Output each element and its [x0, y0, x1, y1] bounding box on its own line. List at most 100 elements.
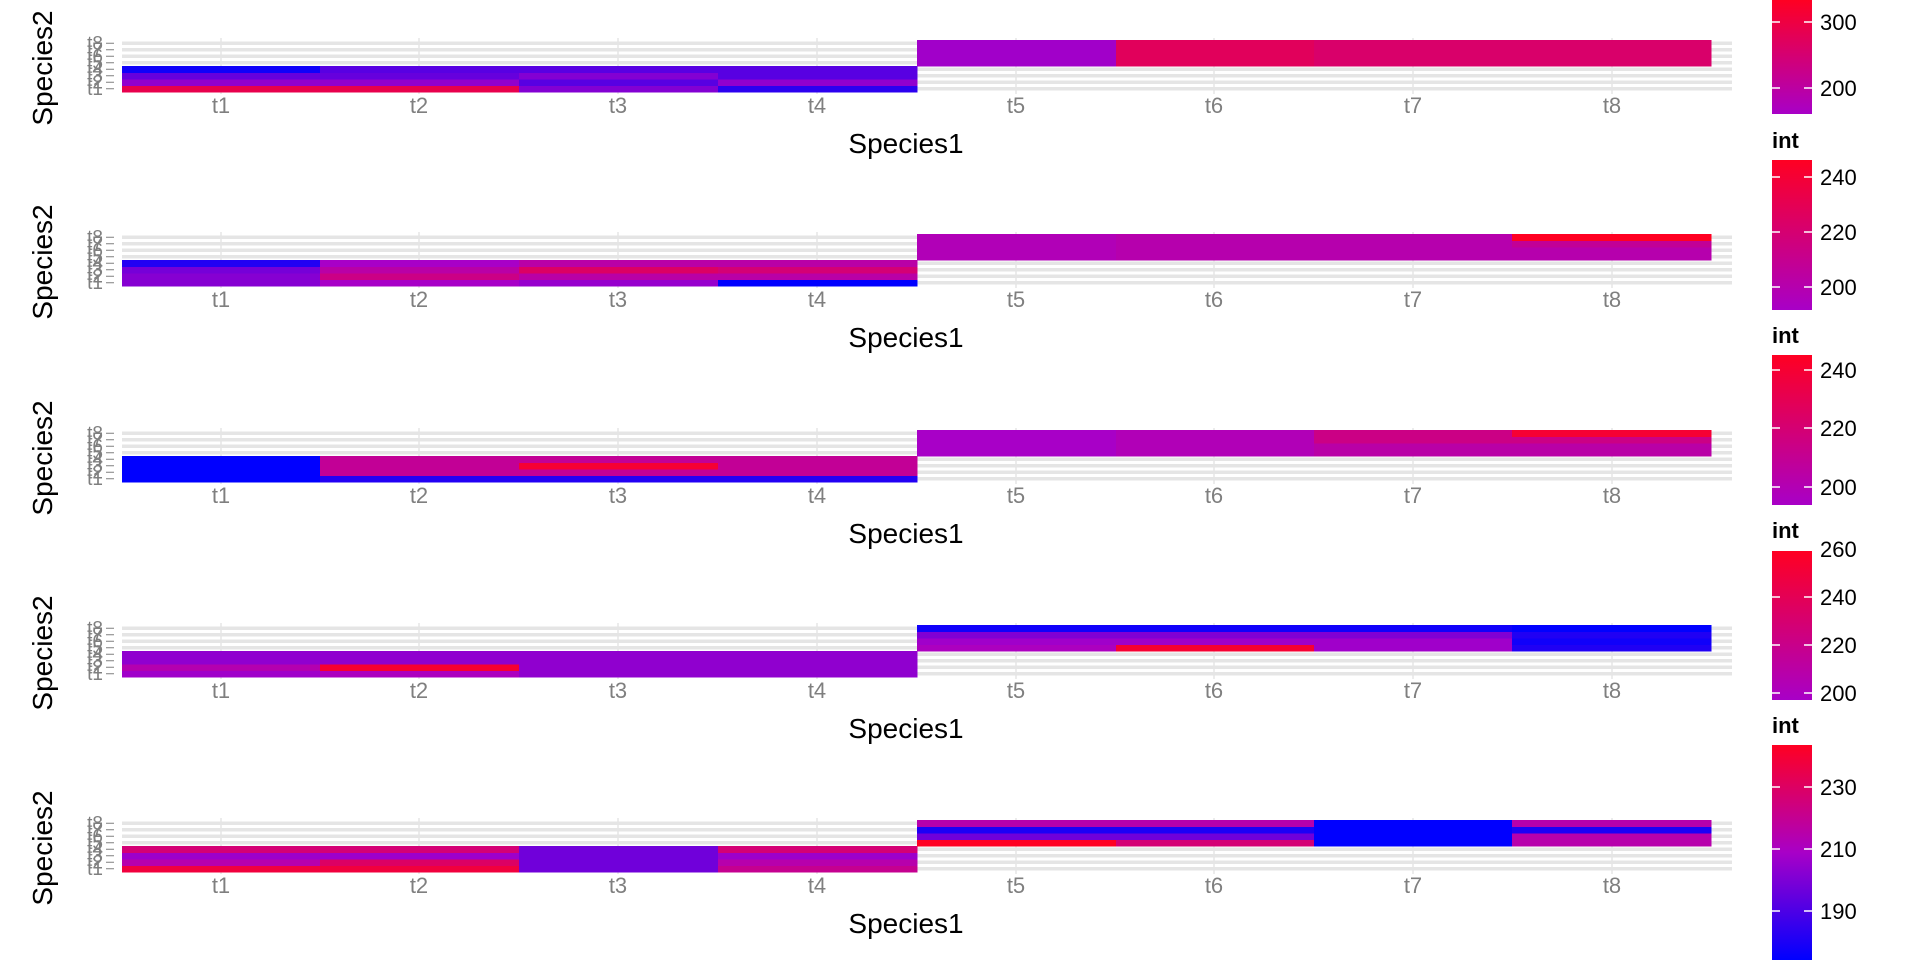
legend-tick-label: 220: [1820, 220, 1857, 245]
heat-tile-t1-t1: [122, 475, 321, 483]
heat-tile-t3-t2: [320, 266, 520, 274]
legend-tick-label: 220: [1820, 633, 1857, 658]
legend-title: int: [1772, 713, 1800, 738]
heat-tile-t5-t7: [1314, 59, 1513, 67]
heat-tile-t8-t6: [1116, 625, 1315, 632]
x-tick-label: t2: [410, 873, 428, 898]
y-tick-label: t1: [87, 664, 103, 685]
heat-tile-t7-t6: [1116, 826, 1315, 834]
heat-tile-t8-t6: [1116, 234, 1315, 241]
heat-tile-t5-t7: [1314, 644, 1513, 652]
y-tick-label: t3: [87, 846, 103, 867]
heat-tile-t4-t4: [718, 260, 918, 267]
heat-tile-t1-t4: [718, 85, 918, 93]
heat-tile-t7-t8: [1512, 631, 1712, 639]
legend-colorbar-2: int 240 220 200: [1772, 128, 1857, 310]
legend-gradient-bar: [1772, 355, 1812, 505]
heat-tile-t8-t7: [1314, 820, 1513, 827]
heat-tile-t5-t6: [1116, 839, 1315, 847]
heat-tile-t3-t3: [519, 462, 719, 470]
heat-tile-t5-t8: [1512, 839, 1712, 847]
x-tick-label: t1: [212, 483, 230, 508]
heat-tile-t2-t1: [122, 273, 321, 280]
x-tick-label: t8: [1603, 483, 1621, 508]
legend-title: int: [1772, 518, 1800, 543]
heat-tile-t8-t6: [1116, 40, 1315, 47]
x-tick-label: t3: [609, 483, 627, 508]
y-tick-label: t6: [87, 631, 103, 652]
heat-tile-t1-t3: [519, 279, 719, 287]
legend-gradient-bar: [1772, 551, 1812, 700]
x-tick-label: t5: [1007, 483, 1025, 508]
heat-tile-t4-t2: [320, 651, 520, 658]
heat-tile-t2-t4: [718, 273, 918, 280]
heat-tile-t6-t5: [917, 53, 1117, 60]
heat-tile-t8-t8: [1512, 820, 1712, 827]
x-tick-label: t4: [808, 678, 826, 703]
legend-title: int: [1772, 323, 1800, 348]
heat-tile-t7-t6: [1116, 631, 1315, 639]
heat-tile-t8-t8: [1512, 234, 1712, 241]
heat-tile-t8-t6: [1116, 430, 1315, 437]
heat-tile-t2-t2: [320, 859, 520, 866]
legend-tick-label: 240: [1820, 165, 1857, 190]
heat-tile-t3-t1: [122, 72, 321, 80]
heat-tile-t2-t3: [519, 859, 719, 866]
heat-tile-t6-t7: [1314, 443, 1513, 450]
x-tick-labels: t1 t2 t3 t4 t5 t6 t7 t8: [212, 483, 1621, 508]
y-tick-label: t1: [87, 469, 103, 490]
heat-tile-t7-t8: [1512, 46, 1712, 54]
heat-tile-t4-t4: [718, 846, 918, 853]
x-tick-label: t6: [1205, 873, 1223, 898]
x-tick-label: t6: [1205, 93, 1223, 118]
heat-tile-t4-t4: [718, 66, 918, 73]
heat-tile-t8-t8: [1512, 40, 1712, 47]
x-tick-label: t7: [1404, 93, 1422, 118]
heat-tile-t2-t3: [519, 79, 719, 86]
y-axis-title: Species2: [27, 790, 58, 905]
x-tick-label: t8: [1603, 287, 1621, 312]
x-tick-label: t5: [1007, 93, 1025, 118]
y-tick-label: t8: [87, 33, 103, 54]
heat-tile-t2-t4: [718, 859, 918, 866]
heat-tile-t6-t5: [917, 443, 1117, 450]
x-tick-label: t1: [212, 93, 230, 118]
y-tick-label: t7: [87, 234, 103, 255]
heat-tile-t4-t3: [519, 651, 719, 658]
heat-tile-t1-t4: [718, 670, 918, 678]
heat-tile-t4-t2: [320, 456, 520, 463]
heat-tile-t4-t2: [320, 260, 520, 267]
heat-tile-t7-t8: [1512, 436, 1712, 444]
heatmap-tiles: [122, 430, 1712, 483]
heat-tile-t8-t5: [917, 40, 1117, 47]
y-axis-title: Species2: [27, 595, 58, 710]
heat-tile-t1-t2: [320, 279, 520, 287]
x-tick-label: t6: [1205, 287, 1223, 312]
heat-tile-t3-t4: [718, 462, 918, 470]
y-tick-label: t2: [87, 852, 103, 873]
heat-tile-t3-t4: [718, 266, 918, 274]
heat-tile-t5-t7: [1314, 449, 1513, 457]
heat-tile-t6-t6: [1116, 443, 1315, 450]
heat-tile-t5-t8: [1512, 253, 1712, 261]
heat-tile-t4-t4: [718, 456, 918, 463]
y-tick-label: t1: [87, 273, 103, 294]
heat-tile-t4-t4: [718, 651, 918, 658]
y-axis-title: Species2: [27, 204, 58, 319]
x-tick-label: t2: [410, 93, 428, 118]
heat-tile-t7-t7: [1314, 436, 1513, 444]
y-tick-label: t1: [87, 859, 103, 880]
heat-tile-t8-t5: [917, 820, 1117, 827]
heat-tile-t3-t3: [519, 657, 719, 665]
heat-tile-t8-t8: [1512, 430, 1712, 437]
legend-colorbar-4: int 260 240 220 200: [1772, 518, 1857, 706]
heat-tile-t3-t4: [718, 657, 918, 665]
